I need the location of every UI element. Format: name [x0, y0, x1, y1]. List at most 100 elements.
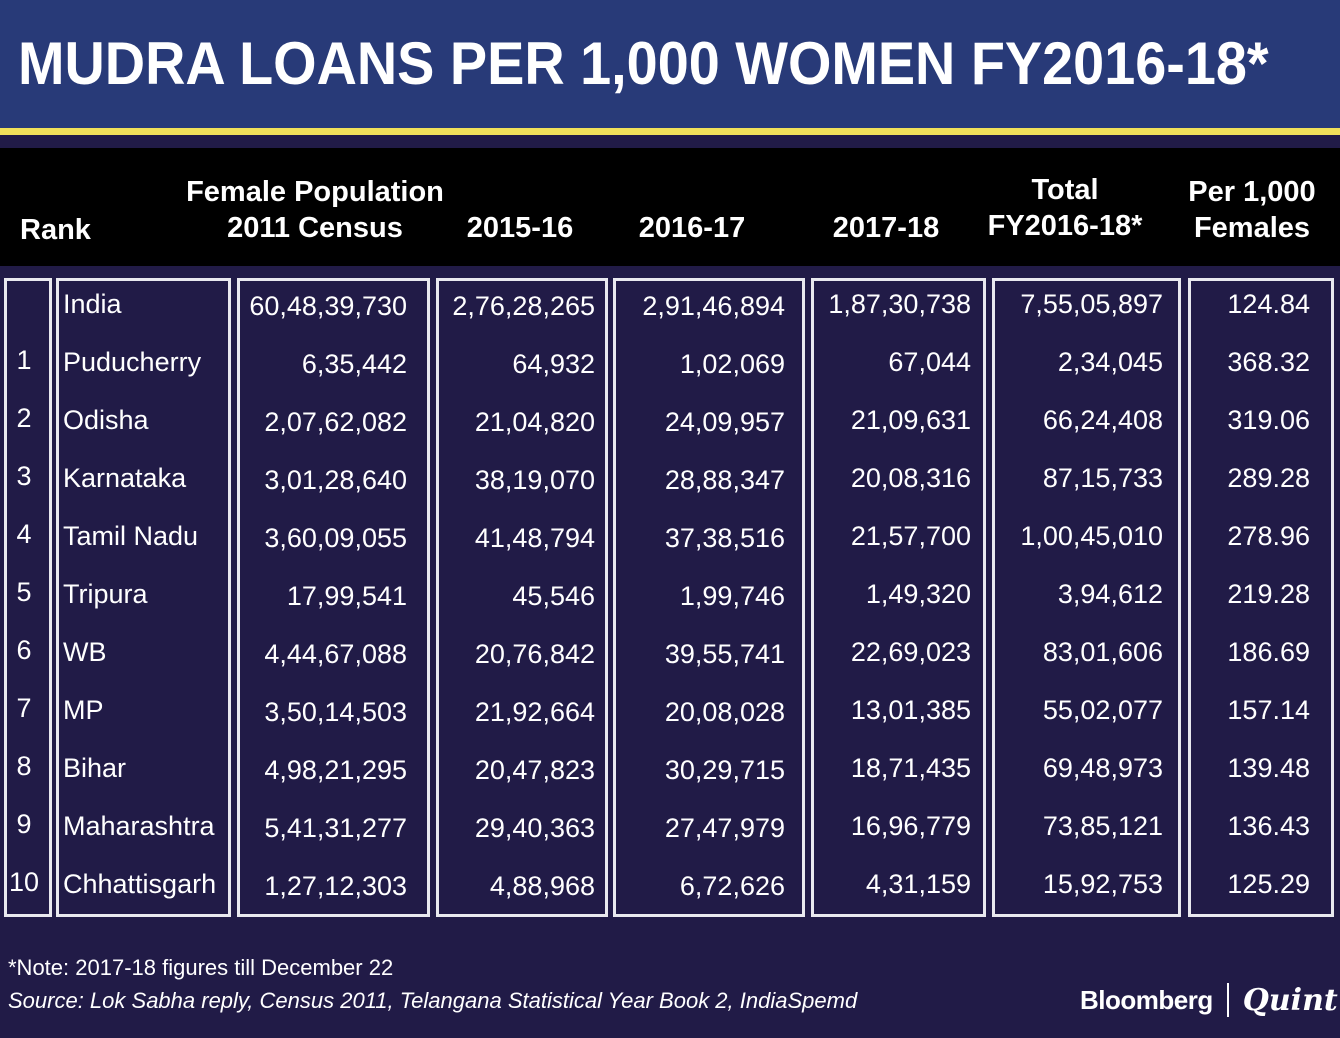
cell-population: 4,44,67,088 — [264, 639, 407, 669]
cell-rank: 3 — [16, 461, 32, 491]
cell-per1000: 125.29 — [1227, 869, 1310, 899]
cell-fy1718: 1,87,30,738 — [828, 289, 971, 319]
column-population-box — [237, 278, 430, 917]
header-total-line1: Total — [1031, 174, 1099, 206]
page-title: MUDRA LOANS PER 1,000 WOMEN FY2016-18* — [18, 30, 1269, 97]
cell-per1000: 124.84 — [1227, 289, 1310, 319]
cell-fy1617: 30,29,715 — [664, 755, 785, 785]
cell-fy1617: 20,08,028 — [664, 697, 785, 727]
cell-fy1516: 41,48,794 — [474, 523, 595, 553]
cell-population: 2,07,62,082 — [264, 407, 407, 437]
cell-fy1617: 39,55,741 — [664, 639, 785, 669]
cell-rank: 9 — [16, 809, 32, 839]
header-2016-17: 2016-17 — [638, 212, 746, 244]
cell-fy1516: 20,47,823 — [474, 755, 595, 785]
cell-population: 60,48,39,730 — [249, 291, 407, 321]
header-population-line2: 2011 Census — [227, 212, 403, 244]
column-total-box — [992, 278, 1181, 917]
cell-fy1516: 64,932 — [512, 349, 595, 379]
cell-population: 17,99,541 — [286, 581, 407, 611]
cell-total: 73,85,121 — [1042, 811, 1163, 841]
cell-state: WB — [63, 637, 107, 667]
cell-fy1617: 27,47,979 — [664, 813, 785, 843]
cell-fy1718: 18,71,435 — [850, 753, 971, 783]
cell-rank: 5 — [16, 577, 32, 607]
cell-per1000: 368.32 — [1227, 347, 1310, 377]
cell-per1000: 136.43 — [1227, 811, 1310, 841]
column-2017-18-box — [811, 278, 986, 917]
cell-fy1516: 2,76,28,265 — [452, 291, 595, 321]
cell-fy1617: 6,72,626 — [679, 871, 785, 901]
cell-state: Puducherry — [63, 347, 202, 377]
cell-total: 87,15,733 — [1042, 463, 1163, 493]
cell-total: 3,94,612 — [1057, 579, 1163, 609]
cell-fy1516: 29,40,363 — [474, 813, 595, 843]
header-population-line1: Female Population — [186, 176, 444, 208]
source-note: Source: Lok Sabha reply, Census 2011, Te… — [8, 988, 858, 1013]
cell-total: 55,02,077 — [1042, 695, 1163, 725]
cell-per1000: 289.28 — [1227, 463, 1310, 493]
cell-fy1718: 22,69,023 — [850, 637, 971, 667]
cell-fy1516: 38,19,070 — [474, 465, 595, 495]
column-rank-box — [4, 278, 52, 917]
cell-rank: 10 — [8, 867, 40, 897]
cell-total: 2,34,045 — [1057, 347, 1163, 377]
cell-fy1718: 13,01,385 — [850, 695, 971, 725]
header-per1000-line1: Per 1,000 — [1188, 176, 1316, 208]
cell-fy1718: 1,49,320 — [865, 579, 971, 609]
column-2015-16-box — [436, 278, 608, 917]
cell-per1000: 186.69 — [1227, 637, 1310, 667]
cell-per1000: 139.48 — [1227, 753, 1310, 783]
cell-fy1718: 21,09,631 — [850, 405, 971, 435]
cell-population: 6,35,442 — [301, 349, 407, 379]
cell-fy1516: 21,04,820 — [474, 407, 595, 437]
cell-total: 7,55,05,897 — [1020, 289, 1163, 319]
cell-population: 1,27,12,303 — [264, 871, 407, 901]
cell-fy1718: 67,044 — [888, 347, 971, 377]
brand-quint: Quint — [1242, 982, 1338, 1018]
cell-state: Bihar — [63, 753, 127, 783]
cell-total: 15,92,753 — [1042, 869, 1163, 899]
cell-total: 69,48,973 — [1042, 753, 1163, 783]
cell-per1000: 278.96 — [1227, 521, 1310, 551]
header-2017-18: 2017-18 — [832, 212, 940, 244]
cell-fy1617: 24,09,957 — [664, 407, 785, 437]
cell-fy1718: 16,96,779 — [850, 811, 971, 841]
column-state-box — [56, 278, 231, 917]
cell-population: 5,41,31,277 — [264, 813, 407, 843]
cell-state: Chhattisgarh — [63, 869, 217, 899]
cell-rank: 2 — [16, 403, 32, 433]
cell-total: 1,00,45,010 — [1020, 521, 1163, 551]
table-header: Rank Female Population 2011 Census 2015-… — [0, 148, 1340, 266]
cell-total: 83,01,606 — [1042, 637, 1163, 667]
brand-bloomberg: Bloomberg — [1080, 984, 1213, 1015]
header-total-line2: FY2016-18* — [987, 210, 1143, 242]
column-per1000-box — [1188, 278, 1334, 917]
header-2015-16: 2015-16 — [466, 212, 574, 244]
cell-fy1718: 4,31,159 — [865, 869, 971, 899]
cell-population: 3,50,14,503 — [264, 697, 407, 727]
cell-population: 3,60,09,055 — [264, 523, 407, 553]
cell-state: India — [63, 289, 122, 319]
cell-per1000: 157.14 — [1227, 695, 1310, 725]
cell-rank: 8 — [16, 751, 32, 781]
cell-rank: 7 — [16, 693, 32, 723]
cell-state: Tamil Nadu — [63, 521, 199, 551]
cell-per1000: 219.28 — [1227, 579, 1310, 609]
cell-state: Odisha — [63, 405, 149, 435]
cell-rank: 6 — [16, 635, 32, 665]
cell-fy1617: 2,91,46,894 — [642, 291, 785, 321]
brand-logo: Bloomberg Quint — [1080, 980, 1338, 1020]
cell-per1000: 319.06 — [1227, 405, 1310, 435]
cell-fy1516: 20,76,842 — [474, 639, 595, 669]
title-underline — [0, 128, 1340, 135]
cell-total: 66,24,408 — [1042, 405, 1163, 435]
cell-fy1617: 1,99,746 — [679, 581, 785, 611]
cell-population: 4,98,21,295 — [264, 755, 407, 785]
title-band — [0, 0, 1340, 128]
column-2016-17-box — [613, 278, 805, 917]
cell-fy1516: 45,546 — [512, 581, 595, 611]
cell-fy1617: 1,02,069 — [679, 349, 785, 379]
cell-fy1516: 4,88,968 — [489, 871, 595, 901]
cell-state: Tripura — [63, 579, 148, 609]
